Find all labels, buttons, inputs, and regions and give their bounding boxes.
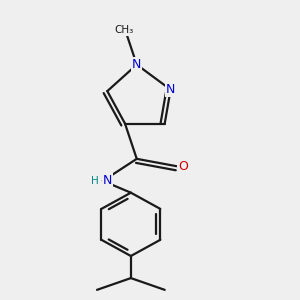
- Text: N: N: [103, 174, 112, 188]
- Text: CH₃: CH₃: [115, 25, 134, 35]
- Text: N: N: [166, 83, 175, 96]
- Text: H: H: [91, 176, 98, 186]
- Text: N: N: [132, 58, 141, 71]
- Text: O: O: [178, 160, 188, 173]
